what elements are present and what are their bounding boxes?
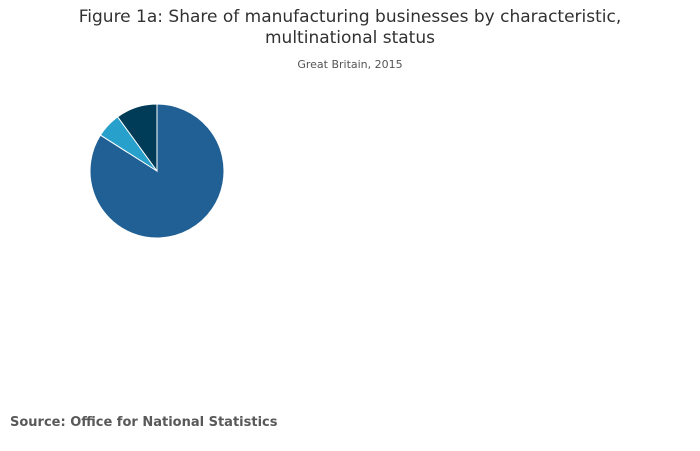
chart-subtitle: Great Britain, 2015 [297,58,403,71]
chart-title: Figure 1a: Share of manufacturing busine… [78,7,622,48]
source-note: Source: Office for National Statistics [10,415,278,430]
pie-slice-3[interactable] [116,103,158,173]
